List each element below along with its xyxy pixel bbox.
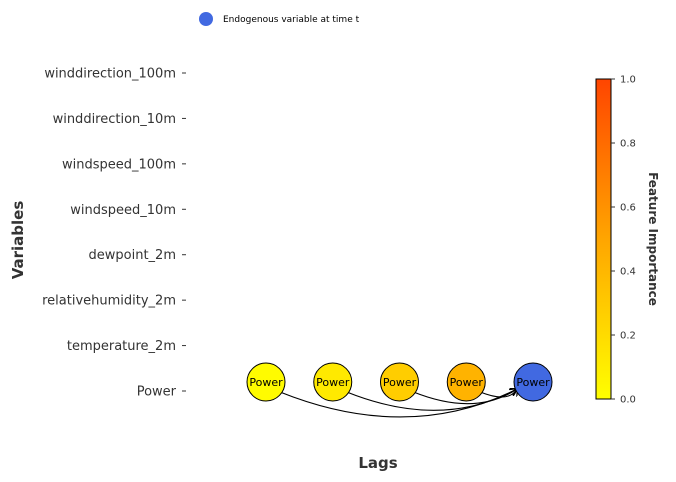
colorbar-tick-label: 0.8: [620, 139, 636, 150]
node-circle: [313, 362, 353, 402]
node-circle: [446, 362, 486, 402]
legend-marker: [199, 12, 213, 26]
y-tick-label: winddirection_10m: [53, 112, 176, 127]
y-tick-label: winddirection_100m: [44, 67, 176, 82]
colorbar-tick-label: 0.2: [620, 331, 636, 342]
node-circle: [513, 362, 553, 402]
colorbar-tick-label: 0.4: [620, 267, 636, 278]
nodes: Power Power Power Power Power: [246, 362, 553, 402]
node-label: Power: [383, 376, 417, 389]
colorbar-gradient: [595, 78, 612, 400]
colorbar-title: Feature Importance: [646, 172, 660, 306]
y-tick-label: windspeed_10m: [70, 203, 176, 218]
y-axis-title: Variables: [9, 201, 27, 280]
node-label: Power: [450, 376, 484, 389]
y-tick-label: temperature_2m: [67, 339, 176, 354]
colorbar-tick-label: 0.6: [620, 203, 636, 214]
colorbar: 0.0 0.2 0.4 0.6 0.8 1.0 Feature Importance: [595, 75, 660, 406]
legend-label: Endogenous variable at time t: [223, 15, 360, 25]
node-circle: [380, 362, 419, 402]
y-tick-label: relativehumidity_2m: [42, 294, 176, 309]
colorbar-ticks: 0.0 0.2 0.4 0.6 0.8 1.0: [611, 75, 636, 406]
edges: [279, 389, 518, 418]
edge-arrow: [346, 389, 517, 411]
colorbar-tick-label: 1.0: [620, 75, 636, 86]
node-circle: [246, 362, 286, 402]
y-tick-label: Power: [137, 385, 177, 400]
y-axis-ticks: Power temperature_2m relativehumidity_2m de…: [42, 67, 186, 400]
node-label: Power: [516, 376, 550, 389]
node-label: Power: [316, 376, 350, 389]
node-label: Power: [249, 376, 283, 389]
y-tick-label: windspeed_100m: [62, 157, 176, 172]
x-axis-title: Lags: [358, 454, 397, 472]
legend: Endogenous variable at time t: [199, 12, 360, 26]
colorbar-tick-label: 0.0: [620, 395, 636, 406]
edge-arrow: [413, 389, 518, 405]
edge-arrow: [480, 389, 517, 398]
y-tick-label: dewpoint_2m: [89, 248, 176, 263]
